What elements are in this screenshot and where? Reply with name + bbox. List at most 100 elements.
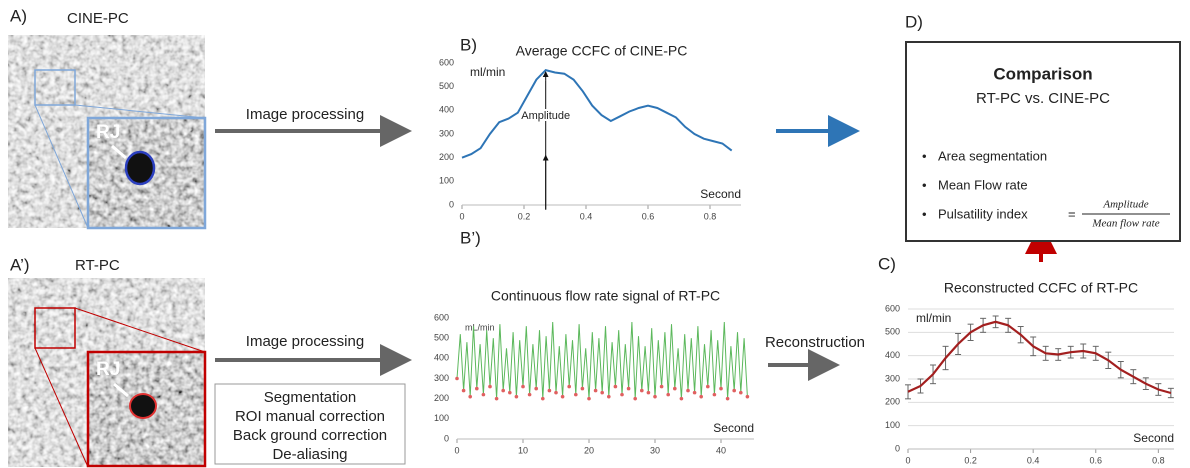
y-tick-label: 100 bbox=[434, 413, 449, 423]
trough-marker bbox=[712, 392, 717, 397]
y-tick-label: 300 bbox=[885, 373, 900, 383]
trough-marker bbox=[475, 386, 479, 391]
trough-marker bbox=[699, 394, 703, 399]
vessel bbox=[129, 393, 157, 419]
x-tick-label: 0.8 bbox=[1152, 455, 1165, 465]
bullet: • bbox=[922, 148, 927, 163]
y-tick-label: 0 bbox=[895, 443, 900, 453]
zoom-line bbox=[34, 104, 89, 229]
trough-marker bbox=[673, 386, 677, 391]
trough-marker bbox=[521, 384, 525, 389]
vessel bbox=[124, 150, 156, 186]
step: ROI manual correction bbox=[235, 408, 385, 425]
y-tick-label: 300 bbox=[439, 128, 454, 138]
x-tick-label: 40 bbox=[716, 445, 726, 455]
box-title: Comparison bbox=[993, 64, 1092, 83]
line bbox=[456, 321, 748, 399]
trough-marker bbox=[567, 384, 571, 389]
bullet: • bbox=[922, 177, 927, 192]
x-tick-label: 0.4 bbox=[580, 211, 593, 221]
rj-label: RJ bbox=[96, 359, 120, 380]
annotation: Amplitude bbox=[521, 110, 570, 122]
x-axis-label: Second bbox=[713, 421, 754, 435]
zoom-line bbox=[74, 104, 206, 119]
list-item: Pulsatility index bbox=[938, 206, 1028, 221]
trough-marker bbox=[580, 386, 585, 391]
chart-title: Continuous flow rate signal of RT-PC bbox=[491, 288, 720, 304]
trough-marker bbox=[745, 394, 750, 399]
y-tick-label: 200 bbox=[885, 397, 900, 407]
trough-marker bbox=[739, 390, 743, 395]
trough-marker bbox=[653, 394, 657, 399]
y-tick-label: 200 bbox=[434, 393, 449, 403]
x-tick-label: 10 bbox=[518, 445, 528, 455]
box-subtitle: RT-PC vs. CINE-PC bbox=[976, 90, 1110, 107]
x-tick-label: 0.2 bbox=[518, 211, 531, 221]
trough-marker bbox=[686, 388, 690, 393]
x-tick-label: 0.8 bbox=[704, 211, 717, 221]
y-tick-label: 0 bbox=[449, 199, 454, 209]
trough-marker bbox=[640, 388, 644, 393]
roi-box bbox=[34, 69, 76, 106]
x-tick-label: 0.2 bbox=[964, 455, 977, 465]
list-item: Area segmentation bbox=[938, 148, 1047, 163]
trough-marker bbox=[646, 390, 651, 395]
step: De-aliasing bbox=[272, 446, 347, 463]
y-tick-label: 100 bbox=[439, 176, 454, 186]
trough-marker bbox=[613, 384, 618, 389]
trough-marker bbox=[679, 396, 684, 401]
equals: = bbox=[1068, 206, 1076, 221]
y-tick-label: 300 bbox=[434, 373, 449, 383]
panel-label: A’) bbox=[10, 255, 30, 274]
zoom-frame bbox=[86, 350, 207, 468]
trough-marker bbox=[706, 384, 710, 389]
y-tick-label: 600 bbox=[439, 57, 454, 67]
comparison-box bbox=[905, 41, 1181, 242]
trough-marker bbox=[692, 390, 697, 395]
line bbox=[907, 320, 1172, 395]
x-tick-label: 0.6 bbox=[1090, 455, 1103, 465]
trough-marker bbox=[659, 384, 664, 389]
x-tick-label: 20 bbox=[584, 445, 594, 455]
y-tick-label: 500 bbox=[439, 81, 454, 91]
trough-marker bbox=[461, 388, 466, 393]
chart-title: Average CCFC of CINE-PC bbox=[516, 43, 688, 59]
trough-marker bbox=[494, 396, 499, 401]
y-tick-label: 0 bbox=[444, 433, 449, 443]
trough-marker bbox=[620, 392, 624, 397]
trough-marker bbox=[468, 394, 473, 399]
trough-marker bbox=[547, 388, 552, 393]
x-tick-label: 30 bbox=[650, 445, 660, 455]
y-tick-label: 400 bbox=[885, 350, 900, 360]
trough-marker bbox=[541, 396, 545, 401]
trough-marker bbox=[527, 392, 532, 397]
trough-marker bbox=[574, 392, 578, 397]
panel-title: CINE-PC bbox=[67, 10, 129, 27]
y-tick-label: 600 bbox=[434, 312, 449, 322]
y-tick-label: 600 bbox=[885, 303, 900, 313]
trough-marker bbox=[600, 390, 604, 395]
roi-box bbox=[34, 307, 76, 349]
y-axis-label: ml/min bbox=[470, 65, 505, 79]
y-tick-label: 100 bbox=[885, 420, 900, 430]
x-axis-label: Second bbox=[1133, 431, 1174, 445]
trough-marker bbox=[593, 388, 598, 393]
y-tick-label: 500 bbox=[885, 327, 900, 337]
y-axis-label: ml/min bbox=[916, 311, 951, 325]
zoom-line bbox=[74, 307, 206, 353]
trough-marker bbox=[587, 396, 591, 401]
line bbox=[461, 68, 733, 159]
arrow-label: Image processing bbox=[246, 333, 364, 350]
rj-label: RJ bbox=[96, 122, 120, 143]
panel-label: A) bbox=[10, 6, 27, 25]
numerator: Amplitude bbox=[1102, 199, 1148, 211]
trough-marker bbox=[666, 392, 670, 397]
step: Back ground correction bbox=[233, 427, 387, 444]
y-tick-label: 400 bbox=[434, 353, 449, 363]
y-tick-label: 200 bbox=[439, 152, 454, 162]
arrow-label: Image processing bbox=[246, 106, 364, 123]
trough-marker bbox=[501, 388, 506, 393]
bullet: • bbox=[922, 206, 927, 221]
denominator: Mean flow rate bbox=[1091, 218, 1159, 230]
